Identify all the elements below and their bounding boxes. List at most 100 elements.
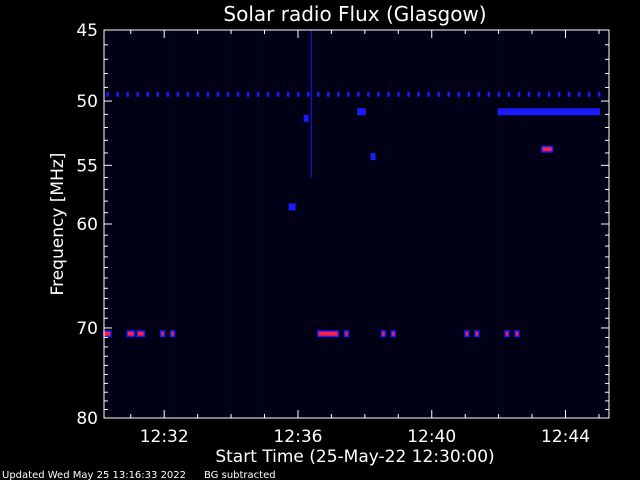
noise-column [143,31,144,417]
noise-column [289,31,290,417]
noise-column [165,31,166,417]
noise-column [147,31,148,417]
noise-column [455,31,456,417]
noise-column [257,31,258,417]
noise-column [265,31,266,417]
noise-column [551,31,552,417]
noise-column [505,31,506,417]
y-tick-label: 60 [76,215,98,235]
noise-column [247,31,248,417]
periodic-dot [527,91,531,97]
noise-column [337,31,338,417]
noise-column [211,31,212,417]
noise-column [183,31,184,417]
noise-column [463,31,464,417]
y-axis-ticks: 45 50 55 60 70 80 [76,21,609,429]
noise-column [489,31,490,417]
noise-column [529,31,530,417]
noise-column [313,31,314,417]
noise-column [293,31,294,417]
burst-core [475,331,479,336]
noise-column [339,31,340,417]
noise-column [423,31,424,417]
noise-column [331,31,332,417]
noise-column [263,31,264,417]
noise-column [539,31,540,417]
noise-column [549,31,550,417]
noise-column [443,31,444,417]
periodic-dot [367,91,370,97]
noise-column [217,31,218,417]
noise-column [587,31,588,417]
noise-column [427,31,428,417]
noise-column [537,31,538,417]
noise-column [593,31,594,417]
noise-column [449,31,450,417]
noise-column [139,31,140,417]
noise-column [579,31,580,417]
noise-column [425,31,426,417]
noise-column [227,31,228,417]
noise-column [273,31,274,417]
noise-column [553,31,554,417]
noise-column [117,31,118,417]
noise-column [359,31,360,417]
noise-column [535,31,536,417]
x-tick-label: 12:36 [273,427,322,447]
noise-column [469,31,470,417]
noise-column [353,31,354,417]
noise-column [379,31,380,417]
noise-column [591,31,592,417]
noise-column [135,31,136,417]
noise-column [465,31,466,417]
noise-column [237,31,238,417]
noise-column [155,31,156,417]
emission-burst [514,330,520,338]
noise-column [467,31,468,417]
emission-burst [159,330,166,338]
periodic-dot [357,91,360,97]
updated-timestamp: Updated Wed May 25 13:16:33 2022 [2,470,186,480]
periodic-dot [216,91,220,97]
noise-column [357,31,358,417]
noise-column [267,31,268,417]
noise-column [477,31,478,417]
noise-column [127,31,128,417]
noise-column [191,31,192,417]
emission-burst [497,108,600,116]
periodic-dot [276,91,280,97]
noise-column [277,31,278,417]
noise-column [229,31,230,417]
noise-column [149,31,150,417]
noise-column [471,31,472,417]
noise-column [397,31,398,417]
noise-column [407,31,408,417]
periodic-dot [487,91,491,97]
noise-column [347,31,348,417]
noise-column [415,31,416,417]
periodic-dot [126,91,129,97]
noise-column [363,31,364,417]
noise-column [203,31,204,417]
periodic-dot [307,91,310,97]
noise-column [561,31,562,417]
noise-column [487,31,488,417]
noise-column [395,31,396,417]
burst-core [505,331,509,336]
noise-column [201,31,202,417]
burst-core [465,331,469,336]
periodic-dot [337,91,340,97]
y-tick-label: 80 [76,409,98,429]
periodic-dot [166,91,170,97]
noise-column [281,31,282,417]
burst-core [542,147,552,152]
noise-column [175,31,176,417]
periodic-dot [296,91,300,97]
noise-column [243,31,244,417]
noise-column [249,31,250,417]
noise-column [123,31,124,417]
noise-column [345,31,346,417]
noise-column [565,31,566,417]
chart-title: Solar radio Flux (Glasgow) [223,2,486,26]
noise-column [341,31,342,417]
